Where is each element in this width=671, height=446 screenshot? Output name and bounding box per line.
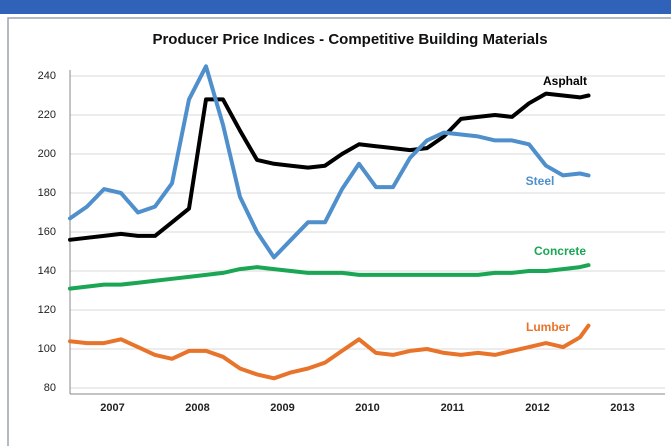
y-tick-label: 100: [38, 343, 56, 355]
x-tick-label: 2007: [100, 402, 124, 414]
x-tick-label: 2009: [270, 402, 294, 414]
x-tick-label: 2010: [355, 402, 379, 414]
x-tick-label: 2012: [525, 402, 549, 414]
y-tick-label: 180: [38, 187, 56, 199]
series-label: Lumber: [526, 320, 570, 334]
series-label: Asphalt: [543, 74, 587, 88]
x-tick-label: 2013: [610, 402, 634, 414]
chart-title: Producer Price Indices - Competitive Bui…: [152, 31, 547, 48]
y-tick-label: 140: [38, 265, 56, 277]
series-label: Concrete: [534, 244, 586, 258]
y-tick-label: 120: [38, 304, 56, 316]
series-line: [68, 263, 591, 291]
series-line: [68, 64, 591, 260]
y-tick-label: 240: [38, 70, 56, 82]
y-tick-label: 200: [38, 148, 56, 160]
top-banner: [0, 0, 671, 14]
series-line: [68, 323, 591, 381]
x-tick-label: 2008: [185, 402, 209, 414]
y-tick-label: 160: [38, 226, 56, 238]
y-tick-label: 220: [38, 109, 56, 121]
x-tick-label: 2011: [441, 402, 465, 414]
series-line: [68, 91, 591, 242]
y-tick-label: 80: [44, 382, 56, 394]
series-label: Steel: [526, 174, 555, 188]
